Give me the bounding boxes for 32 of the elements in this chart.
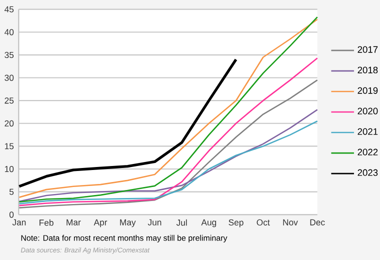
- legend-label: 2021: [358, 128, 378, 135]
- y-tick-label: 0: [9, 212, 14, 218]
- y-tick-label: 20: [4, 120, 14, 126]
- legend-label: 2019: [358, 87, 378, 94]
- legend-label: 2022: [358, 148, 378, 156]
- text: Note: Data for most recent months may still be preliminary: [21, 234, 228, 242]
- x-tick-label: Jan: [12, 219, 26, 226]
- x-tick-label: Mar: [66, 219, 81, 226]
- x-tick-label: Jun: [148, 219, 162, 226]
- x-tick-label: Apr: [94, 219, 108, 228]
- line-series: [18, 79, 318, 208]
- y-tick-label: 15: [4, 143, 14, 150]
- y-tick-label: 5: [10, 188, 14, 195]
- x-tick-label: May: [120, 219, 136, 228]
- y-tick-label: 10: [4, 166, 14, 172]
- x-tick-label: Sep: [228, 219, 244, 228]
- legend-label: 2018: [358, 66, 378, 74]
- legend-label: 2020: [358, 108, 378, 114]
- y-tick-label: 30: [4, 74, 14, 81]
- x-tick-label: Oct: [256, 219, 270, 226]
- legend-label: 2023: [358, 169, 378, 176]
- y-tick-label: 40: [4, 29, 14, 36]
- legend-label: 2017: [358, 46, 378, 53]
- x-tick-label: Dec: [310, 219, 325, 226]
- x-tick-label: Feb: [40, 219, 54, 226]
- y-tick-label: 35: [4, 52, 14, 58]
- x-tick-label: Nov: [283, 219, 298, 226]
- y-tick-label: 25: [4, 98, 14, 104]
- y-tick-label: 45: [4, 6, 14, 12]
- x-tick-label: Aug: [201, 219, 216, 228]
- line-series: [18, 58, 238, 188]
- x-tick-label: Jul: [176, 219, 187, 226]
